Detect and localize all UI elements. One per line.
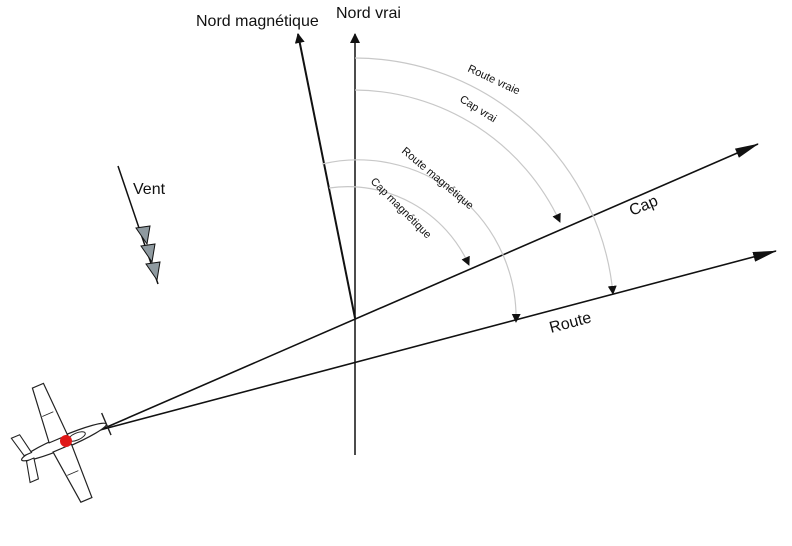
track-label: Route	[548, 309, 594, 336]
magnetic-north-label: Nord magnétique	[196, 13, 319, 30]
wind-arrow	[117, 165, 161, 285]
true-north-label: Nord vrai	[336, 5, 401, 22]
true-heading-arc	[354, 89, 561, 223]
aircraft	[10, 382, 112, 503]
magnetic-heading-label: Cap magnétique	[368, 176, 434, 242]
magnetic-heading-arc	[328, 186, 470, 266]
magnetic-north-axis	[294, 33, 356, 319]
wind-label: Vent	[133, 181, 166, 198]
heading-label: Cap	[627, 193, 661, 220]
aircraft-position-marker	[60, 435, 72, 447]
true-track-arc	[354, 57, 617, 295]
true-track-label: Route vraie	[466, 63, 522, 98]
heading-line	[99, 143, 759, 431]
track-line	[99, 250, 777, 431]
magnetic-track-arc	[321, 159, 521, 323]
